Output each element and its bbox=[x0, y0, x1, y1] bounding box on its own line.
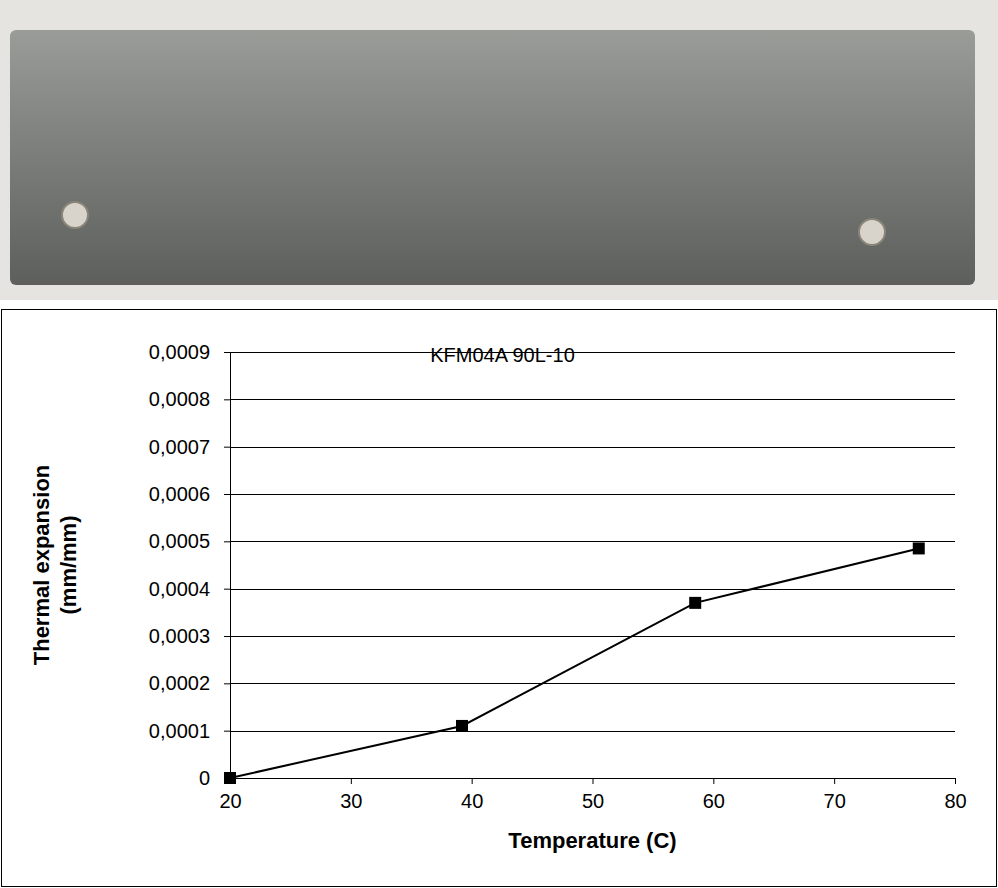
y-tick-label: 0,0004 bbox=[149, 578, 210, 600]
y-tick: 0,0004 bbox=[149, 578, 230, 600]
grid-line bbox=[230, 683, 955, 684]
y-tick-mark bbox=[224, 636, 230, 637]
x-tick: 60 bbox=[703, 778, 725, 812]
grid-line bbox=[230, 399, 955, 400]
x-tick-mark bbox=[713, 778, 714, 784]
x-tick-label: 30 bbox=[340, 790, 362, 812]
y-tick-label: 0,0002 bbox=[149, 672, 210, 694]
x-tick-label: 20 bbox=[219, 790, 241, 812]
y-tick-mark bbox=[224, 731, 230, 732]
x-tick-mark bbox=[472, 778, 473, 784]
grid-line bbox=[230, 731, 955, 732]
y-tick: 0,0006 bbox=[149, 483, 230, 505]
y-tick-mark bbox=[224, 447, 230, 448]
y-tick-label: 0,0008 bbox=[149, 388, 210, 410]
grid-line bbox=[230, 494, 955, 495]
y-axis-title: Thermal expansion(mm/mm) bbox=[29, 465, 81, 666]
x-axis-line bbox=[231, 779, 956, 785]
data-point bbox=[913, 542, 925, 554]
strain-gauge bbox=[62, 202, 88, 228]
grid bbox=[230, 353, 955, 779]
data-line bbox=[230, 548, 919, 778]
y-axis: 0 0,0001 0,0002 0,0003 0,0004 0,0005 0,0006 0,0… bbox=[149, 341, 231, 789]
grid-line bbox=[230, 636, 955, 637]
y-tick: 0,0001 bbox=[149, 720, 230, 742]
y-tick-label: 0,0009 bbox=[149, 341, 210, 363]
x-tick-label: 70 bbox=[824, 790, 846, 812]
strain-gauge bbox=[859, 219, 885, 245]
x-tick: 70 bbox=[824, 778, 846, 812]
x-axis-title: Temperature (C) bbox=[508, 828, 676, 853]
y-tick: 0,0003 bbox=[149, 625, 230, 647]
y-tick-mark bbox=[224, 494, 230, 495]
chart-root: 0 0,0001 0,0002 0,0003 0,0004 0,0005 0,0006 0,0… bbox=[0, 0, 998, 888]
grid-line bbox=[230, 447, 955, 448]
core-photo bbox=[0, 0, 998, 300]
x-tick: 50 bbox=[582, 778, 604, 812]
data-point bbox=[456, 720, 468, 732]
x-tick: 30 bbox=[340, 778, 362, 812]
data-point bbox=[689, 597, 701, 609]
x-axis: 20 30 40 50 60 70 80 bbox=[219, 778, 966, 812]
x-tick-mark bbox=[351, 778, 352, 784]
x-tick-mark bbox=[834, 778, 835, 784]
photo-background bbox=[0, 0, 998, 300]
grid-line bbox=[230, 541, 955, 542]
x-tick-label: 50 bbox=[582, 790, 604, 812]
data-point bbox=[224, 772, 236, 784]
x-tick: 80 bbox=[944, 778, 966, 812]
y-tick-mark bbox=[224, 683, 230, 684]
plot-area bbox=[224, 542, 925, 784]
grid-line bbox=[230, 589, 955, 590]
y-tick-label: 0 bbox=[199, 767, 210, 789]
y-tick-label: 0,0003 bbox=[149, 625, 210, 647]
y-tick-mark bbox=[224, 541, 230, 542]
y-tick-label: 0,0007 bbox=[149, 436, 210, 458]
x-tick-mark bbox=[955, 778, 956, 784]
grid-line bbox=[230, 352, 955, 353]
chart-frame bbox=[2, 310, 997, 887]
y-tick-mark bbox=[224, 589, 230, 590]
y-tick: 0,0009 bbox=[149, 341, 230, 363]
y-tick: 0,0002 bbox=[149, 672, 230, 694]
y-tick-mark bbox=[224, 352, 230, 353]
rock-core bbox=[10, 30, 975, 285]
y-tick: 0,0007 bbox=[149, 436, 230, 458]
x-tick-label: 40 bbox=[461, 790, 483, 812]
y-tick-label: 0,0001 bbox=[149, 720, 210, 742]
y-tick: 0,0008 bbox=[149, 388, 230, 410]
y-tick: 0,0005 bbox=[149, 530, 230, 552]
y-tick-label: 0,0006 bbox=[149, 483, 210, 505]
chart-title: KFM04A 90L-10 bbox=[430, 344, 575, 366]
y-axis-line bbox=[224, 353, 231, 779]
y-tick-mark bbox=[224, 399, 230, 400]
x-tick: 40 bbox=[461, 778, 483, 812]
x-tick-label: 60 bbox=[703, 790, 725, 812]
x-tick-mark bbox=[593, 778, 594, 784]
y-tick-label: 0,0005 bbox=[149, 530, 210, 552]
x-tick-label: 80 bbox=[944, 790, 966, 812]
